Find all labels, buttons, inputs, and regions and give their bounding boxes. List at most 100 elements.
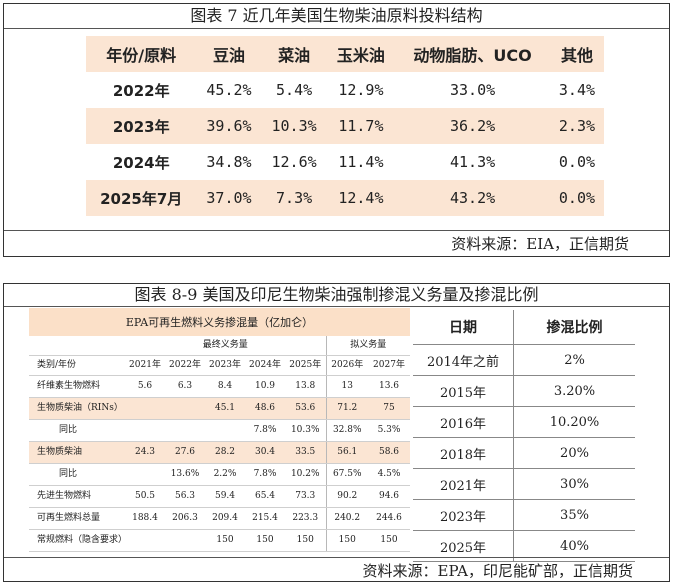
caption-divider	[4, 28, 669, 29]
table-row: 2016年 10.20%	[413, 406, 635, 438]
value-cell: 45.2%	[206, 81, 252, 99]
value-cell: 3.4%	[558, 81, 596, 99]
table-row: 2022年 45.2% 5.4% 12.9% 33.0% 3.4%	[86, 72, 604, 108]
value-cell: 73.3	[285, 485, 326, 508]
table89-panel: 图表 8-9 美国及印尼生物柴油强制掺混义务量及掺混比例 EPA可再生燃料义务掺…	[3, 283, 670, 582]
proposed-obligation-label: 拟义务量	[325, 336, 410, 356]
value-cell: 28.2	[205, 441, 245, 464]
source-divider	[4, 557, 669, 558]
category-header: 类别/年份	[29, 355, 125, 376]
value-cell: 5.3%	[368, 419, 410, 442]
header-cell: 其他	[549, 36, 604, 72]
source-note: 资料来源：EIA，正信期货	[451, 235, 629, 253]
value-cell	[125, 529, 165, 552]
value-cell: 5.6	[125, 375, 165, 398]
value-cell: 56.1	[325, 441, 368, 464]
source-divider	[4, 230, 669, 231]
feedstock-table: 年份/原料 豆油 菜油 玉米油 动物脂肪、UCO 其他 2022年 45.2% …	[86, 36, 604, 216]
value-cell: 6.3	[165, 375, 205, 398]
value-cell	[165, 419, 205, 442]
value-cell: 2.3%	[549, 108, 604, 144]
value-cell: 59.4	[205, 485, 245, 508]
value-cell: 65.4	[245, 485, 285, 508]
ratio-cell: 3.20%	[513, 375, 635, 407]
table-row: 同比 13.6% 2.2% 7.8% 10.2% 67.5% 4.5%	[29, 463, 410, 486]
header-cell: 动物脂肪、UCO	[395, 36, 550, 72]
value-cell: 244.6	[368, 507, 410, 530]
value-cell: 34.8%	[206, 153, 252, 171]
value-cell: 240.2	[325, 507, 368, 530]
value-cell: 209.4	[205, 507, 245, 530]
table-row: 2023年 39.6% 10.3% 11.7% 36.2% 2.3%	[86, 108, 604, 144]
value-cell: 13.8	[285, 375, 326, 398]
year-cell: 2023年	[86, 108, 197, 144]
ratio-cell: 40%	[513, 530, 635, 562]
value-cell: 10.3%	[261, 108, 327, 144]
date-cell: 2025年	[413, 530, 514, 562]
value-cell: 2.2%	[205, 463, 245, 486]
value-cell: 0.0%	[549, 180, 604, 216]
header-cell: 日期	[413, 310, 514, 345]
date-cell: 2021年	[413, 468, 514, 500]
value-cell	[125, 397, 165, 420]
year-header: 2024年	[245, 355, 285, 376]
table-row: 先进生物燃料 50.5 56.3 59.4 65.4 73.3 90.2 94.…	[29, 485, 410, 508]
date-cell: 2023年	[413, 499, 514, 531]
value-cell	[125, 463, 165, 486]
header-cell: 年份/原料	[86, 36, 197, 72]
value-cell: 150	[325, 529, 368, 552]
year-cell: 2025年7月	[86, 180, 197, 216]
value-cell: 11.4%	[338, 153, 384, 171]
table-row: 2023年 35%	[413, 499, 635, 531]
value-cell: 150	[245, 529, 285, 552]
value-cell: 0.0%	[558, 153, 596, 171]
value-cell: 41.3%	[450, 153, 496, 171]
table7-caption: 图表 7 近几年美国生物柴油原料投料结构	[190, 6, 483, 25]
year-header: 2027年	[368, 355, 410, 376]
year-header: 2025年	[285, 355, 326, 376]
year-cell: 2024年	[112, 153, 170, 172]
value-cell: 13.6%	[165, 463, 205, 486]
final-obligation-label: 最终义务量	[125, 336, 326, 356]
date-cell: 2018年	[413, 437, 514, 469]
value-cell: 32.8%	[325, 419, 368, 442]
value-cell: 27.6	[165, 441, 205, 464]
table-row: 常规燃料（隐含要求） 150 150 150 150 150	[29, 529, 410, 552]
value-cell	[165, 397, 205, 420]
value-cell: 24.3	[125, 441, 165, 464]
value-cell: 67.5%	[325, 463, 368, 486]
table7-panel: 图表 7 近几年美国生物柴油原料投料结构 年份/原料 豆油 菜油 玉米油 动物脂…	[3, 3, 670, 257]
value-cell: 90.2	[325, 485, 368, 508]
table-row: 生物质柴油 24.3 27.6 28.2 30.4 33.5 56.1 58.6	[29, 441, 410, 464]
value-cell: 12.9%	[338, 81, 384, 99]
row-label: 生物质柴油	[29, 441, 125, 464]
table-row: 2024年 34.8% 12.6% 11.4% 41.3% 0.0%	[86, 144, 604, 180]
ratio-cell: 35%	[513, 499, 635, 531]
value-cell: 43.2%	[395, 180, 550, 216]
value-cell: 7.8%	[245, 463, 285, 486]
epa-title: EPA可再生燃料义务掺混量（亿加仑）	[29, 308, 410, 336]
table-row: 2025年 40%	[413, 530, 635, 562]
table-row: 生物质柴油（RINs） 45.1 48.6 53.6 71.2 75	[29, 397, 410, 420]
epa-table-block: EPA可再生燃料义务掺混量（亿加仑） 最终义务量 拟义务量 类别/年份 2021…	[29, 308, 410, 552]
row-label: 同比	[29, 463, 125, 486]
source-note: 资料来源：EPA，印尼能矿部，正信期货	[362, 562, 634, 580]
value-cell: 50.5	[125, 485, 165, 508]
table-row: 2018年 20%	[413, 437, 635, 469]
epa-title-row: EPA可再生燃料义务掺混量（亿加仑）	[29, 308, 410, 336]
value-cell: 150	[205, 529, 245, 552]
value-cell: 7.8%	[245, 419, 285, 442]
ratio-cell: 30%	[513, 468, 635, 500]
year-header: 2021年	[125, 355, 165, 376]
row-label: 可再生燃料总量	[29, 507, 125, 530]
epa-group-row: 最终义务量 拟义务量	[29, 336, 410, 356]
value-cell: 7.3%	[261, 180, 327, 216]
blank-cell	[29, 336, 125, 356]
value-cell: 37.0%	[196, 180, 262, 216]
row-label: 常规燃料（隐含要求）	[29, 529, 127, 552]
blend-ratio-table: 日期 掺混比例 2014年之前 2% 2015年 3.20% 2016年 10.…	[413, 310, 635, 562]
ratio-cell: 20%	[513, 437, 635, 469]
value-cell: 8.4	[205, 375, 245, 398]
year-header: 2022年	[165, 355, 205, 376]
value-cell: 223.3	[285, 507, 326, 530]
